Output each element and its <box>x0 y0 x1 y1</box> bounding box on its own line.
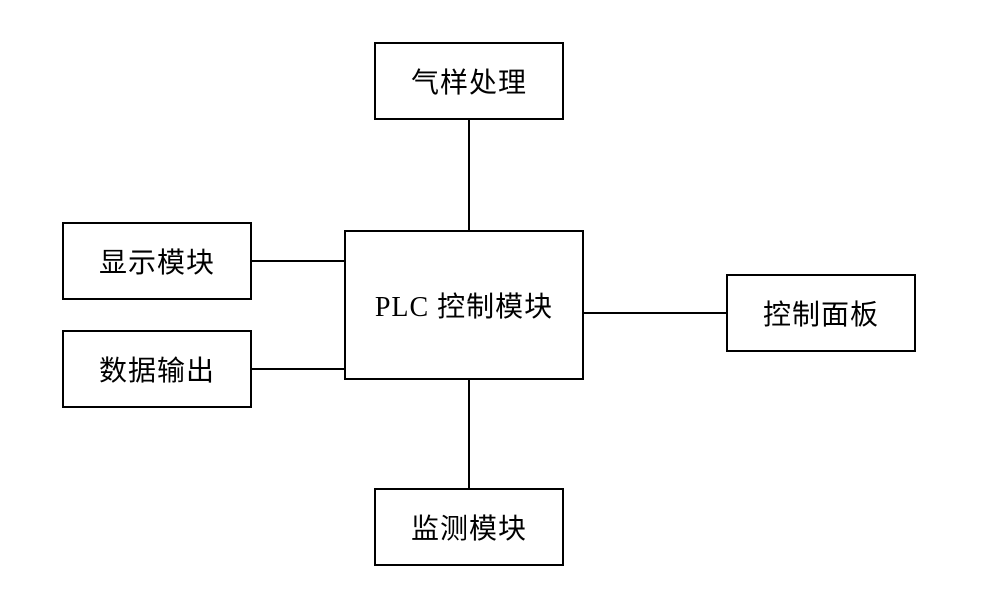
node-plc-control: PLC 控制模块 <box>344 230 584 380</box>
node-control-panel-label: 控制面板 <box>763 293 879 333</box>
edge-center-right <box>584 312 726 314</box>
edge-top-center <box>468 120 470 230</box>
edge-leftupper-center <box>252 260 344 262</box>
node-display: 显示模块 <box>62 222 252 300</box>
node-gas-sample: 气样处理 <box>374 42 564 120</box>
node-monitor-label: 监测模块 <box>411 507 527 547</box>
node-plc-control-label: PLC 控制模块 <box>375 285 553 325</box>
node-gas-sample-label: 气样处理 <box>411 61 527 101</box>
edge-leftlower-center <box>252 368 344 370</box>
node-data-output: 数据输出 <box>62 330 252 408</box>
node-display-label: 显示模块 <box>99 241 215 281</box>
node-control-panel: 控制面板 <box>726 274 916 352</box>
node-monitor: 监测模块 <box>374 488 564 566</box>
node-data-output-label: 数据输出 <box>99 349 215 389</box>
edge-center-bottom <box>468 380 470 488</box>
